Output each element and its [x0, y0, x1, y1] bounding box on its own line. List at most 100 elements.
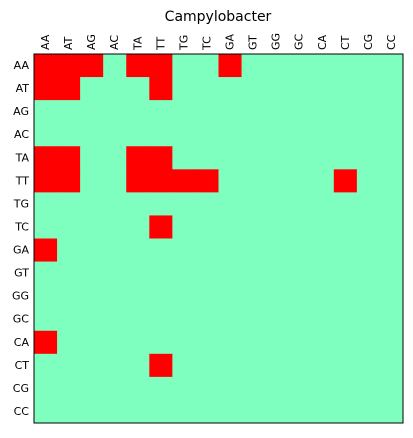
heatmap-cell-tc-ca: [310, 215, 335, 239]
heatmap-cell-gg-gg: [264, 284, 289, 309]
heatmap-cell-ta-ga: [218, 146, 243, 170]
heatmap-cell-gg-at: [57, 284, 81, 309]
x-tick-label-ac: AC: [108, 35, 121, 50]
heatmap-cell-ag-at: [57, 100, 81, 124]
heatmap-cell-gt-aa: [34, 261, 58, 286]
heatmap-cell-tc-cg: [356, 215, 381, 239]
heatmap-cell-gg-tt: [149, 284, 173, 309]
heatmap-cell-gt-gg: [264, 261, 289, 286]
heatmap-cell-gc-gg: [264, 307, 289, 332]
heatmap-cell-gt-cc: [379, 261, 404, 286]
heatmap-cell-tt-gg: [264, 169, 289, 193]
plot-frame: [33, 53, 404, 424]
heatmap-cell-tt-cc: [379, 169, 404, 193]
heatmap-cell-ct-ct: [333, 353, 358, 378]
heatmap-cell-at-ac: [103, 77, 127, 101]
heatmap-cell-ga-cc: [379, 238, 404, 263]
heatmap-cell-ta-gc: [287, 146, 312, 170]
heatmap-cell-ca-gc: [287, 330, 312, 355]
heatmap-cell-ta-tc: [195, 146, 219, 170]
heatmap-cell-ga-tg: [172, 238, 196, 263]
heatmap-cell-tt-cg: [356, 169, 381, 193]
heatmap-cell-ga-cg: [356, 238, 381, 263]
heatmap-cell-ta-ac: [103, 146, 127, 170]
y-tick-label-ag: AG: [13, 105, 29, 118]
heatmap-cell-cc-ca: [310, 399, 335, 424]
heatmap-cell-ct-tg: [172, 353, 196, 378]
x-tick-label-tc: TC: [200, 36, 213, 51]
heatmap-cell-cc-ta: [126, 399, 150, 424]
heatmap-cell-ac-aa: [34, 123, 58, 147]
heatmap-cell-cg-cg: [356, 376, 381, 401]
heatmap-cell-gc-ag: [80, 307, 104, 332]
heatmap-cell-cg-gc: [287, 376, 312, 401]
x-tick-label-gg: GG: [270, 33, 283, 50]
x-tick-label-at: AT: [62, 36, 75, 50]
heatmap-cell-tt-aa: [34, 169, 58, 193]
heatmap-cell-aa-cg: [356, 54, 381, 78]
y-tick-label-gg: GG: [12, 290, 29, 303]
heatmap-cell-aa-tg: [172, 54, 196, 78]
heatmap-cell-ca-ag: [80, 330, 104, 355]
x-tick-label-cc: CC: [385, 34, 398, 50]
heatmap-cell-gc-ca: [310, 307, 335, 332]
heatmap-cell-gt-ag: [80, 261, 104, 286]
heatmap-cell-tg-cg: [356, 192, 381, 216]
heatmap-cell-ct-gc: [287, 353, 312, 378]
heatmap-cell-ca-gg: [264, 330, 289, 355]
heatmap-cell-ta-tg: [172, 146, 196, 170]
heatmap-cell-ca-at: [57, 330, 81, 355]
heatmap-cell-tc-gc: [287, 215, 312, 239]
heatmap-cell-ga-gc: [287, 238, 312, 263]
heatmap-cell-ct-at: [57, 353, 81, 378]
heatmap-cell-cc-gt: [241, 399, 266, 424]
heatmap-cell-cc-ac: [103, 399, 127, 424]
heatmap-cell-tg-tc: [195, 192, 219, 216]
heatmap-cell-gc-ac: [103, 307, 127, 332]
heatmap-cell-ta-ta: [126, 146, 150, 170]
y-tick-label-ga: GA: [13, 244, 30, 257]
y-tick-label-cg: CG: [13, 382, 29, 395]
heatmap-cell-at-gc: [287, 77, 312, 101]
heatmap-cell-ca-ac: [103, 330, 127, 355]
heatmap-cell-ag-ta: [126, 100, 150, 124]
x-tick-label-ca: CA: [316, 34, 329, 50]
heatmap-cell-aa-tc: [195, 54, 219, 78]
heatmap-cell-aa-tt: [149, 54, 173, 78]
heatmap-cell-tc-ga: [218, 215, 243, 239]
x-tick-label-ag: AG: [85, 34, 98, 50]
heatmap-cell-aa-gt: [241, 54, 266, 78]
heatmap-cell-tc-gg: [264, 215, 289, 239]
heatmap-cell-at-ag: [80, 77, 104, 101]
heatmap-cell-tt-ga: [218, 169, 243, 193]
heatmap-cell-tg-ga: [218, 192, 243, 216]
heatmap-cell-aa-gc: [287, 54, 312, 78]
heatmap-cell-ac-ca: [310, 123, 335, 147]
heatmap-cell-gg-ca: [310, 284, 335, 309]
x-tick-label-ta: TA: [131, 36, 144, 51]
heatmap-cell-gt-ta: [126, 261, 150, 286]
heatmap-cell-ct-tt: [149, 353, 173, 378]
heatmap-cell-cg-ga: [218, 376, 243, 401]
heatmap-cell-tg-ta: [126, 192, 150, 216]
heatmap-cell-ca-tt: [149, 330, 173, 355]
heatmap-cell-cg-ct: [333, 376, 358, 401]
heatmap-cell-aa-ac: [103, 54, 127, 78]
heatmap-cell-ta-cc: [379, 146, 404, 170]
heatmap-cell-ac-cg: [356, 123, 381, 147]
x-axis-tick-labels: AA AT AG AC TA TT TG TC GA GT GG GC CA CT CG CC: [39, 33, 398, 51]
heatmap-cell-ct-gt: [241, 353, 266, 378]
heatmap-cell-ac-ga: [218, 123, 243, 147]
heatmap-cell-tt-gt: [241, 169, 266, 193]
heatmap-cell-ta-gt: [241, 146, 266, 170]
x-tick-label-tt: TT: [154, 36, 167, 51]
heatmap-cell-ac-ta: [126, 123, 150, 147]
heatmap-cell-gt-gc: [287, 261, 312, 286]
heatmap-cell-tc-ac: [103, 215, 127, 239]
heatmap-cell-ct-ta: [126, 353, 150, 378]
y-tick-label-gc: GC: [13, 313, 30, 326]
heatmap-cell-ct-cc: [379, 353, 404, 378]
heatmap-cell-ta-ag: [80, 146, 104, 170]
heatmap-cell-ag-ca: [310, 100, 335, 124]
